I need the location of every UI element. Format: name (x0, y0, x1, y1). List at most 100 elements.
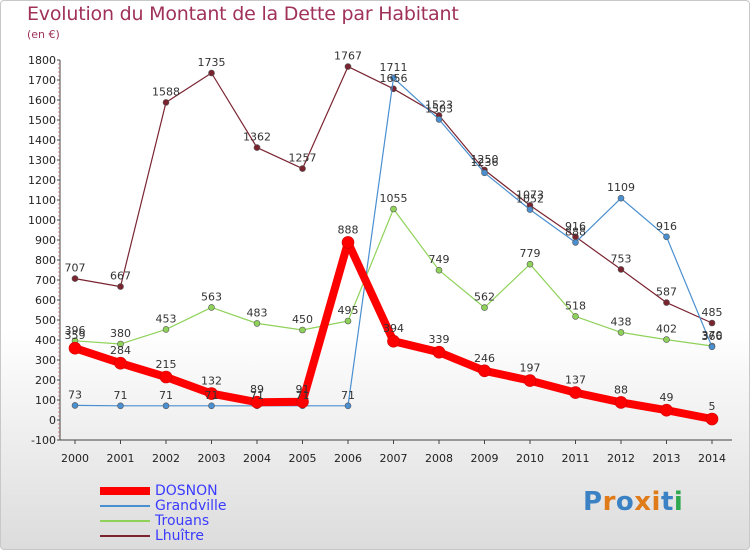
y-tick-label: 1500 (28, 114, 56, 127)
data-label: 339 (429, 333, 450, 346)
x-tick-label: 2002 (152, 452, 180, 465)
data-label: 1503 (425, 102, 453, 115)
data-label: 89 (250, 383, 264, 396)
data-point (208, 69, 215, 77)
data-point (71, 402, 79, 409)
data-point (617, 194, 625, 202)
proxiti-logo: Proxiti (583, 487, 683, 517)
data-point (387, 334, 400, 348)
series-line (74, 77, 713, 407)
data-label: 1055 (380, 192, 408, 205)
x-tick-label: 2012 (607, 452, 635, 465)
data-label: 71 (296, 389, 310, 402)
y-tick-label: 800 (35, 254, 56, 267)
data-point (617, 266, 625, 273)
data-label: 888 (338, 223, 359, 236)
data-point (481, 304, 488, 311)
data-point (572, 313, 579, 320)
data-label: 73 (68, 388, 82, 401)
legend-label: Lhuître (155, 528, 204, 544)
data-point (253, 144, 261, 151)
data-label: 91 (296, 383, 310, 396)
data-label: 71 (250, 389, 264, 402)
data-point (117, 402, 124, 410)
data-label: 396 (65, 324, 86, 337)
data-point (162, 402, 170, 410)
data-point (569, 386, 582, 399)
legend-label: Trouans (155, 513, 210, 529)
data-point (705, 412, 719, 426)
data-point (344, 317, 352, 325)
data-label: 438 (611, 315, 632, 328)
data-label: 1250 (471, 153, 499, 166)
y-tick-label: 600 (35, 294, 56, 307)
data-label: 450 (292, 313, 313, 326)
y-tick-label: -100 (31, 434, 56, 447)
data-point (117, 340, 124, 348)
data-point (478, 364, 491, 378)
data-label: 1257 (289, 152, 317, 165)
logo-letter: x (634, 487, 652, 517)
data-point (663, 336, 670, 343)
data-label: 359 (65, 329, 86, 342)
data-point (344, 63, 352, 70)
data-label: 88 (614, 383, 628, 396)
data-point (208, 402, 215, 410)
data-point (68, 341, 82, 355)
data-point (390, 205, 397, 213)
y-tick-label: 200 (35, 374, 56, 387)
data-point (481, 169, 488, 177)
data-label: 71 (159, 389, 173, 402)
data-point (299, 165, 306, 172)
data-label: 1109 (607, 181, 635, 194)
data-point (253, 320, 261, 327)
data-point (71, 275, 79, 282)
y-tick-label: 700 (35, 274, 56, 287)
data-point (208, 304, 215, 311)
data-label: 215 (156, 358, 177, 371)
x-tick-label: 2001 (107, 452, 135, 465)
y-tick-label: 1300 (28, 154, 56, 167)
data-label: 49 (660, 391, 674, 404)
data-point (572, 239, 579, 246)
data-label: 366 (702, 330, 723, 343)
data-label: 197 (520, 362, 541, 375)
data-point (523, 374, 537, 387)
y-tick-label: 1800 (28, 54, 56, 67)
data-point (663, 233, 670, 241)
x-tick-label: 2010 (516, 452, 544, 465)
chart-title: Evolution du Montant de la Dette par Hab… (27, 3, 459, 25)
data-label: 402 (656, 323, 677, 336)
logo-letter: P (583, 487, 603, 517)
data-point (159, 370, 173, 384)
x-tick-label: 2004 (243, 452, 271, 465)
data-label: 667 (110, 270, 131, 283)
data-point (296, 395, 309, 409)
data-label: 1362 (243, 131, 271, 144)
y-tick-label: 1100 (28, 194, 56, 207)
data-label: 587 (656, 286, 677, 299)
data-point (663, 299, 670, 306)
data-point (162, 326, 170, 333)
data-point (344, 402, 352, 410)
y-tick-label: 1400 (28, 134, 56, 147)
y-tick-label: 1200 (28, 174, 56, 187)
data-label: 916 (656, 220, 677, 233)
data-label: 1523 (425, 98, 453, 111)
data-point (299, 326, 306, 334)
legend-swatch (100, 535, 150, 537)
data-label: 563 (201, 290, 222, 303)
data-label: 137 (565, 374, 586, 387)
data-point (708, 319, 716, 327)
data-label: 71 (114, 389, 128, 402)
data-label: 394 (383, 322, 404, 335)
x-tick-label: 2013 (653, 452, 681, 465)
data-label: 1656 (380, 72, 408, 85)
x-tick-label: 2008 (425, 452, 453, 465)
x-tick-label: 2005 (289, 452, 317, 465)
logo-letter: t (660, 487, 674, 517)
y-tick-label: 300 (35, 354, 56, 367)
data-label: 1588 (152, 85, 180, 98)
data-point (614, 396, 628, 409)
